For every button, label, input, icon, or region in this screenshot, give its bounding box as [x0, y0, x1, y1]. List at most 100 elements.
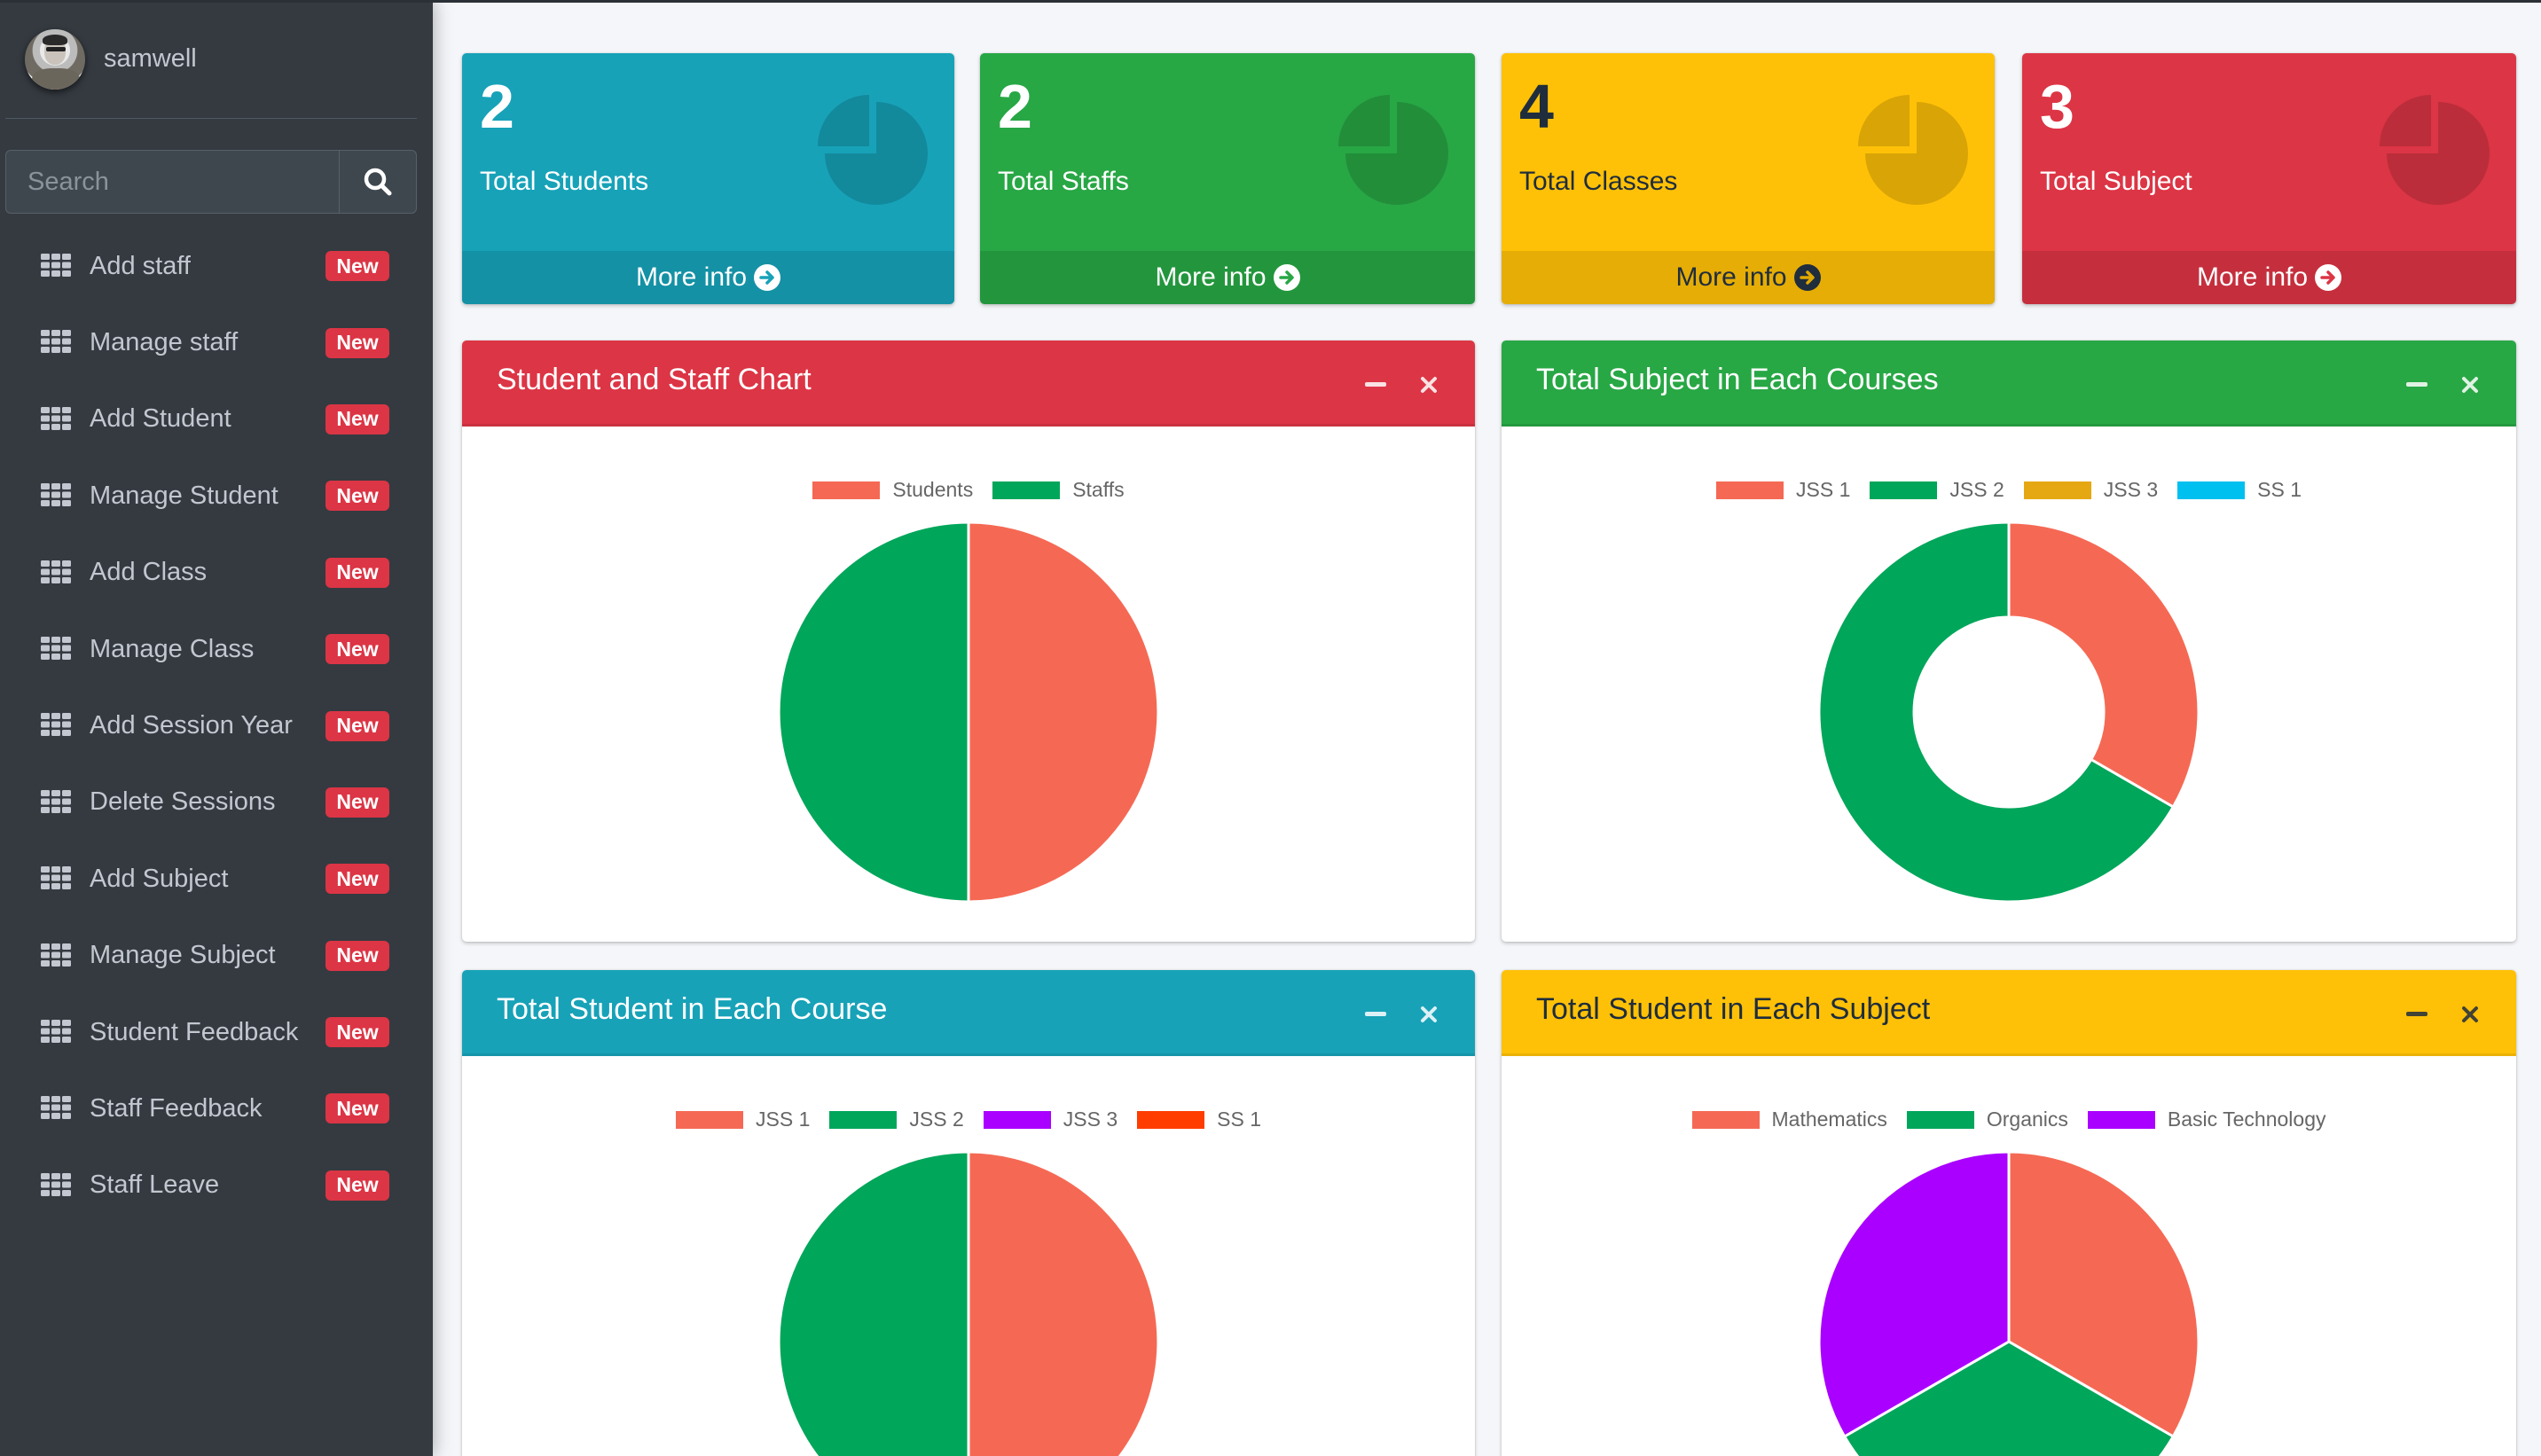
legend-item[interactable]: Students: [812, 478, 973, 502]
stat-label: Total Students: [480, 167, 649, 196]
card-student-per-subject-chart: Total Student in Each Subject Mathematic…: [1502, 970, 2516, 1456]
sidebar-item-label: Add Session Year: [90, 711, 293, 740]
minus-icon: [1365, 1012, 1386, 1016]
sidebar-item-manage-staff[interactable]: Manage staff New: [0, 304, 433, 380]
new-badge: New: [325, 634, 389, 665]
collapse-button[interactable]: [1362, 1001, 1389, 1028]
remove-button[interactable]: [1416, 1001, 1442, 1028]
sidebar-item-add-class[interactable]: Add Class New: [0, 535, 433, 611]
sidebar-item-label: Manage Class: [90, 634, 255, 663]
arrow-circle-right-icon: [1793, 264, 1821, 291]
sidebar-item-label: Add Subject: [90, 864, 229, 893]
legend-item[interactable]: JSS 1: [676, 1108, 810, 1131]
sidebar-item-staff-leave[interactable]: Staff Leave New: [0, 1147, 433, 1224]
sidebar-item-label: Student Feedback: [90, 1017, 299, 1046]
legend-item[interactable]: Basic Technology: [2087, 1108, 2326, 1131]
new-badge: New: [325, 251, 389, 282]
new-badge: New: [325, 940, 389, 971]
legend-item[interactable]: JSS 1: [1716, 478, 1850, 502]
more-info-label: More info: [2196, 262, 2309, 292]
pie-chart-icon: [1858, 95, 1968, 205]
card-header: Total Student in Each Subject: [1502, 970, 2516, 1056]
username[interactable]: samwell: [104, 44, 197, 73]
sidebar-item-manage-subject[interactable]: Manage Subject New: [0, 918, 433, 994]
remove-button[interactable]: [1416, 372, 1442, 398]
pie-chart-icon: [1338, 95, 1448, 205]
card-body: Students Staffs: [462, 427, 1475, 942]
th-grid-icon: [41, 560, 71, 583]
new-badge: New: [325, 1017, 389, 1048]
minus-icon: [2406, 1012, 2427, 1016]
sidebar-item-student-feedback[interactable]: Student Feedback New: [0, 994, 433, 1070]
new-badge: New: [325, 327, 389, 358]
search-input[interactable]: [6, 151, 339, 213]
th-grid-icon: [41, 713, 71, 737]
legend-item[interactable]: JSS 3: [2023, 478, 2158, 502]
sidebar-item-manage-class[interactable]: Manage Class New: [0, 611, 433, 687]
sidebar-item-label: Add staff: [90, 251, 191, 280]
stat-label: Total Staffs: [998, 167, 1129, 196]
more-info-link[interactable]: More info: [980, 251, 1475, 304]
card-header: Total Subject in Each Courses: [1502, 341, 2516, 427]
user-panel[interactable]: samwell: [0, 0, 433, 119]
collapse-button[interactable]: [1362, 372, 1389, 398]
collapse-button[interactable]: [2404, 1001, 2430, 1028]
more-info-link[interactable]: More info: [1502, 251, 1995, 304]
chart-legend: Mathematics Organics Basic Technology: [1502, 1108, 2516, 1131]
stat-box-total-classes: 4 Total Classes More info: [1502, 53, 1995, 304]
arrow-circle-right-icon: [754, 264, 781, 291]
sidebar-item-add-staff[interactable]: Add staff New: [0, 228, 433, 304]
pie-chart[interactable]: [1816, 1148, 2202, 1456]
doughnut-chart[interactable]: [1816, 519, 2202, 905]
stat-label: Total Classes: [1519, 167, 1678, 196]
more-info-link[interactable]: More info: [2022, 251, 2516, 304]
close-icon: [2462, 1006, 2478, 1022]
legend-item[interactable]: Mathematics: [1691, 1108, 1887, 1131]
pie-chart-icon: [2380, 95, 2490, 205]
sidebar-item-add-student[interactable]: Add Student New: [0, 381, 433, 458]
sidebar-item-delete-sessions[interactable]: Delete Sessions New: [0, 764, 433, 841]
legend-item[interactable]: SS 1: [2177, 478, 2302, 502]
stat-box-total-subject: 3 Total Subject More info: [2022, 53, 2516, 304]
more-info-link[interactable]: More info: [462, 251, 954, 304]
legend-item[interactable]: JSS 2: [829, 1108, 964, 1131]
minus-icon: [1365, 382, 1386, 387]
th-grid-icon: [41, 254, 71, 277]
stat-box-total-students: 2 Total Students More info: [462, 53, 954, 304]
th-grid-icon: [41, 1019, 71, 1043]
sidebar-item-add-subject[interactable]: Add Subject New: [0, 841, 433, 917]
search-icon: [364, 168, 392, 196]
legend-item[interactable]: JSS 3: [983, 1108, 1118, 1131]
collapse-button[interactable]: [2404, 372, 2430, 398]
th-grid-icon: [41, 636, 71, 660]
new-badge: New: [325, 1093, 389, 1124]
sidebar-search: [5, 150, 417, 214]
sidebar-item-add-session-year[interactable]: Add Session Year New: [0, 687, 433, 763]
new-badge: New: [325, 1170, 389, 1201]
window-top-border: [0, 0, 2541, 3]
new-badge: New: [325, 864, 389, 895]
th-grid-icon: [41, 1172, 71, 1196]
remove-button[interactable]: [2457, 1001, 2483, 1028]
legend-item[interactable]: SS 1: [1137, 1108, 1261, 1131]
pie-chart[interactable]: [775, 1148, 1162, 1456]
card-header: Student and Staff Chart: [462, 341, 1475, 427]
avatar[interactable]: [25, 29, 85, 90]
arrow-circle-right-icon: [1273, 264, 1300, 291]
sidebar-divider: [5, 118, 417, 119]
stat-value: 2: [998, 72, 1032, 141]
sidebar-item-staff-feedback[interactable]: Staff Feedback New: [0, 1070, 433, 1147]
sidebar-item-label: Add Class: [90, 558, 208, 587]
chart-legend: JSS 1 JSS 2 JSS 3 SS 1: [462, 1108, 1475, 1131]
close-icon: [1421, 377, 1437, 393]
th-grid-icon: [41, 943, 71, 967]
legend-item[interactable]: JSS 2: [1870, 478, 2004, 502]
legend-item[interactable]: Organics: [1906, 1108, 2068, 1131]
remove-button[interactable]: [2457, 372, 2483, 398]
sidebar-item-manage-student[interactable]: Manage Student New: [0, 458, 433, 534]
pie-chart[interactable]: [775, 519, 1162, 905]
sidebar-item-label: Add Student: [90, 404, 231, 434]
close-icon: [1421, 1006, 1437, 1022]
legend-item[interactable]: Staffs: [992, 478, 1125, 502]
search-button[interactable]: [339, 151, 416, 213]
